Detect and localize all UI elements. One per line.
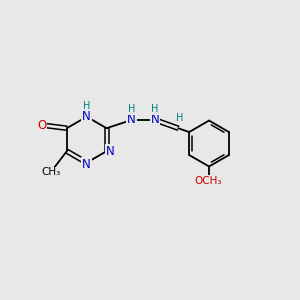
Text: H: H bbox=[83, 100, 90, 110]
Text: O: O bbox=[37, 119, 46, 132]
Text: CH₃: CH₃ bbox=[41, 167, 60, 177]
Text: OCH₃: OCH₃ bbox=[195, 176, 222, 186]
Text: N: N bbox=[82, 158, 91, 171]
Text: N: N bbox=[127, 113, 136, 127]
Text: H: H bbox=[152, 104, 159, 114]
Text: H: H bbox=[176, 112, 183, 123]
Text: N: N bbox=[106, 145, 115, 158]
Text: N: N bbox=[82, 110, 91, 123]
Text: N: N bbox=[151, 113, 160, 127]
Text: H: H bbox=[128, 104, 135, 114]
